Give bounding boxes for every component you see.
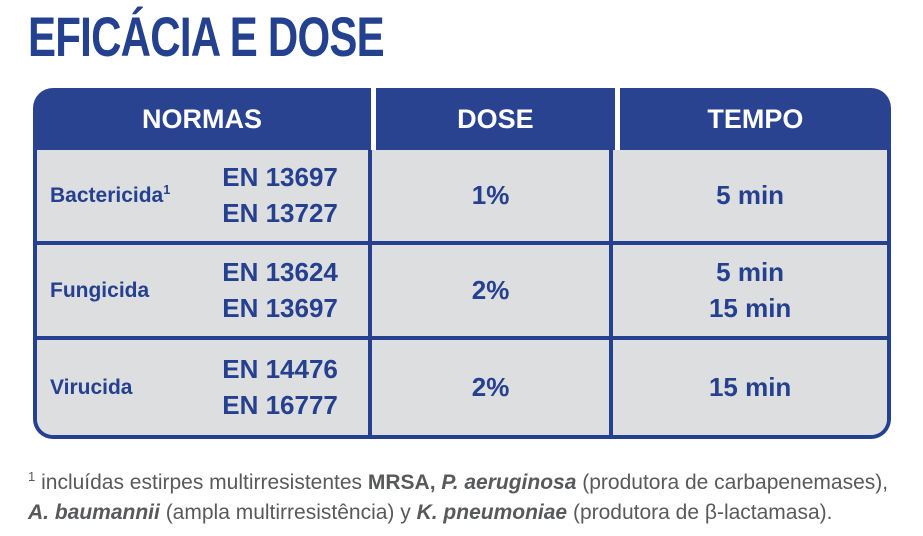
- norm-code: EN 16777: [222, 389, 338, 420]
- tempo-value: 5 min: [716, 257, 785, 288]
- footnote-text: (produtora de carbapenemases),: [576, 471, 889, 494]
- row-label: Virucida: [50, 375, 133, 399]
- table-header-row: NORMAS DOSE TEMPO: [33, 88, 891, 150]
- page-title: EFICÁCIA E DOSE: [28, 5, 385, 68]
- species-name: K. pneumoniae: [416, 501, 568, 525]
- tempo-value: 15 min: [708, 371, 792, 402]
- footnote-text-bold: MRSA,: [367, 471, 436, 494]
- row-label: Fungicida: [50, 278, 150, 302]
- norm-codes: EN 14476 EN 16777: [222, 352, 338, 422]
- cell-dose: 2%: [371, 340, 614, 435]
- norm-codes: EN 13697 EN 13727: [222, 160, 338, 230]
- norm-code: EN 14476: [222, 354, 338, 385]
- norm-code: EN 13727: [222, 197, 338, 228]
- table-row-bactericida: Bactericida1 EN 13697 EN 13727 1% 5 min: [37, 150, 887, 245]
- norm-codes: EN 13624 EN 13697: [222, 255, 338, 325]
- norm-code: EN 13697: [222, 162, 338, 193]
- cell-tempo: 15 min: [613, 340, 887, 435]
- col-header-dose: DOSE: [371, 88, 615, 150]
- cell-dose: 2%: [371, 245, 614, 336]
- efficacy-dose-table: NORMAS DOSE TEMPO Bactericida1 EN 13697 …: [33, 88, 891, 439]
- footnote-text: (ampla multirresistência) y: [159, 501, 417, 525]
- table-body: Bactericida1 EN 13697 EN 13727 1% 5 min …: [33, 150, 891, 439]
- cell-tempo: 5 min 15 min: [613, 245, 887, 336]
- tempo-value: 15 min: [708, 292, 792, 323]
- cell-dose: 1%: [371, 150, 614, 241]
- cell-normas: Virucida EN 14476 EN 16777: [37, 340, 372, 435]
- tempo-value: 5 min: [716, 179, 785, 210]
- footnote: 1 incluídas estirpes multirresistentes M…: [28, 468, 923, 529]
- norm-code: EN 13697: [222, 292, 338, 323]
- footnote-text: (produtora de β-lactamasa).: [567, 501, 833, 525]
- footnote-text: incluídas estirpes multirresistentes: [41, 471, 368, 494]
- norm-code: EN 13624: [222, 257, 338, 288]
- row-label: Bactericida1: [50, 183, 171, 207]
- species-name: A. baumannii: [28, 501, 160, 525]
- cell-normas: Bactericida1 EN 13697 EN 13727: [37, 150, 372, 241]
- species-name: P. aeruginosa: [441, 471, 577, 494]
- col-header-normas: NORMAS: [33, 88, 372, 150]
- footnote-marker: 1: [28, 469, 36, 484]
- table-row-fungicida: Fungicida EN 13624 EN 13697 2% 5 min 15 …: [37, 245, 887, 340]
- col-header-tempo: TEMPO: [614, 88, 891, 150]
- cell-normas: Fungicida EN 13624 EN 13697: [37, 245, 372, 336]
- footnote-ref: 1: [163, 183, 171, 197]
- cell-tempo: 5 min: [613, 150, 887, 241]
- table-row-virucida: Virucida EN 14476 EN 16777 2% 15 min: [37, 340, 887, 435]
